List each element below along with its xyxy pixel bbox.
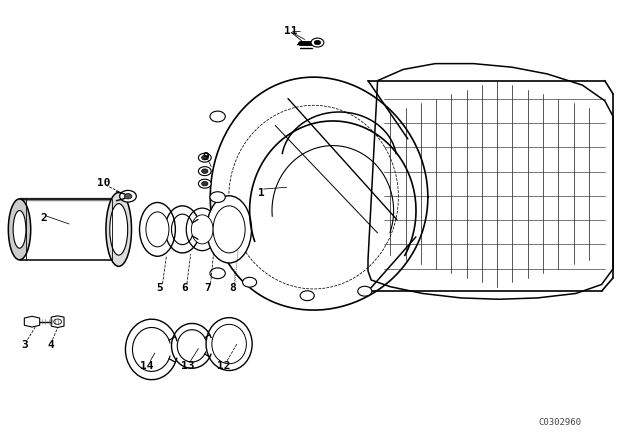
Circle shape — [311, 38, 324, 47]
Ellipse shape — [207, 196, 252, 263]
Text: 14: 14 — [140, 361, 154, 371]
Polygon shape — [51, 316, 64, 327]
Circle shape — [198, 167, 211, 176]
Text: C0302960: C0302960 — [538, 418, 582, 426]
Circle shape — [202, 169, 208, 173]
Ellipse shape — [140, 202, 175, 256]
Ellipse shape — [213, 206, 245, 253]
Circle shape — [210, 268, 225, 279]
Circle shape — [358, 286, 372, 296]
Circle shape — [202, 155, 208, 160]
Circle shape — [202, 181, 208, 186]
Text: 5: 5 — [157, 283, 163, 293]
Polygon shape — [24, 316, 40, 327]
Text: 2: 2 — [40, 213, 47, 223]
Ellipse shape — [8, 199, 31, 260]
Circle shape — [314, 40, 321, 45]
Text: 3: 3 — [21, 340, 28, 350]
Ellipse shape — [110, 203, 128, 255]
Text: 4: 4 — [48, 340, 54, 350]
Circle shape — [210, 192, 225, 202]
Circle shape — [243, 277, 257, 287]
Circle shape — [198, 179, 211, 188]
Text: 12: 12 — [217, 361, 231, 371]
Text: 1: 1 — [258, 188, 264, 198]
Ellipse shape — [206, 318, 252, 370]
Ellipse shape — [191, 215, 213, 244]
Text: 9: 9 — [203, 152, 209, 162]
Text: 11: 11 — [284, 26, 298, 36]
Text: 10: 10 — [97, 178, 111, 188]
Circle shape — [300, 291, 314, 301]
Circle shape — [120, 190, 136, 202]
Text: —: — — [292, 27, 301, 36]
Ellipse shape — [186, 208, 218, 251]
Ellipse shape — [146, 212, 169, 247]
Ellipse shape — [106, 193, 132, 266]
Ellipse shape — [212, 324, 246, 364]
Text: 8: 8 — [229, 283, 236, 293]
Circle shape — [198, 153, 211, 162]
Text: 7: 7 — [205, 283, 211, 293]
Text: 6: 6 — [181, 283, 188, 293]
Circle shape — [124, 194, 132, 199]
Circle shape — [210, 111, 225, 122]
Ellipse shape — [13, 211, 26, 248]
Text: 13: 13 — [181, 361, 195, 371]
